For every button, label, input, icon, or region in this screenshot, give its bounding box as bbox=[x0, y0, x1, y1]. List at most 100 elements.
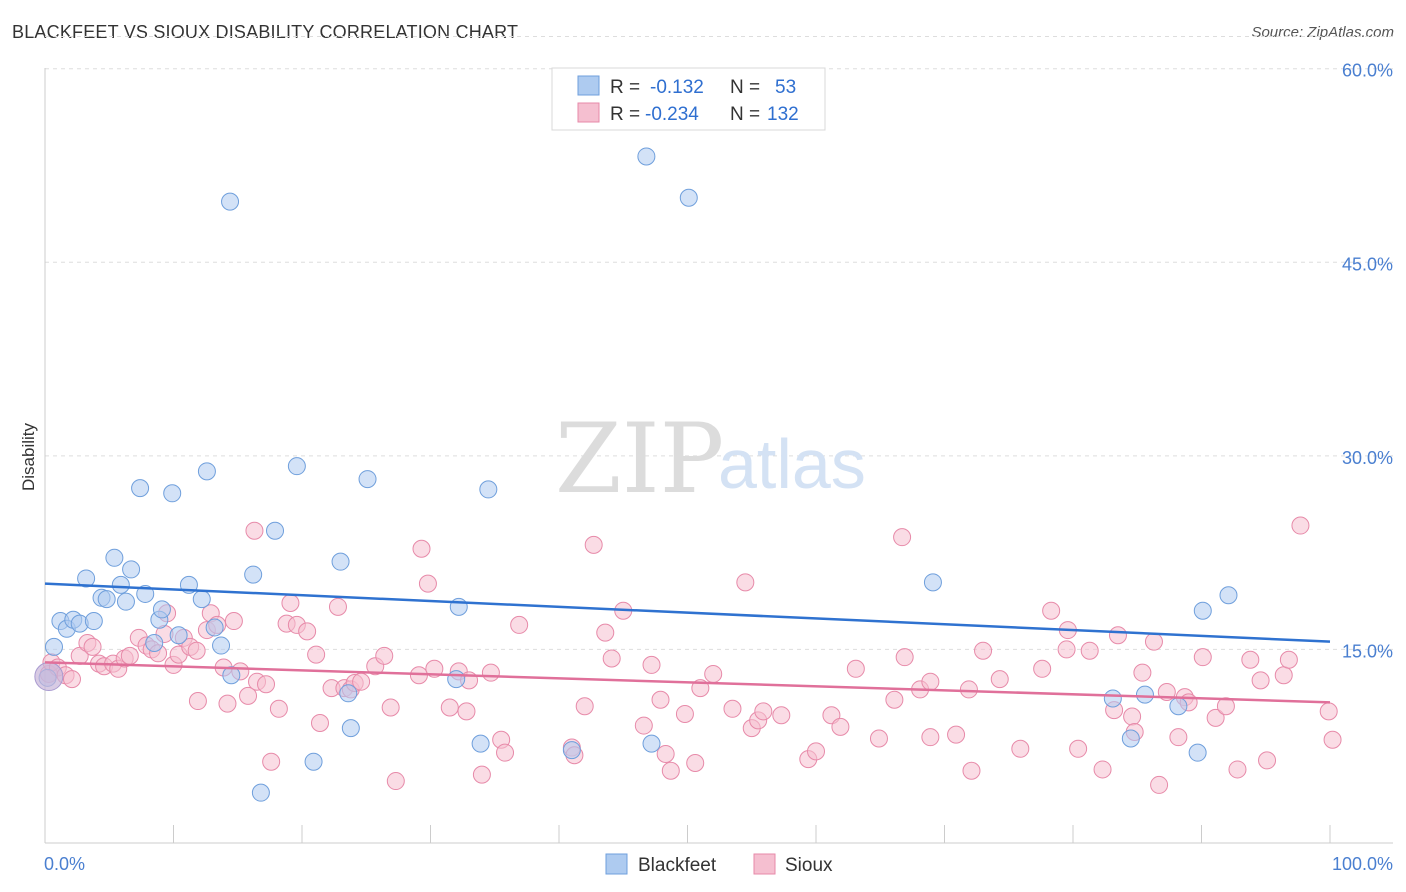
sioux-point bbox=[575, 697, 594, 716]
legend-sioux-swatch bbox=[753, 853, 776, 875]
sioux-point bbox=[704, 664, 723, 683]
sioux-points bbox=[39, 516, 1342, 794]
sioux-point bbox=[1206, 708, 1225, 727]
blackfeet-point bbox=[131, 479, 150, 498]
blackfeet-point bbox=[105, 548, 124, 567]
blackfeet-points bbox=[34, 147, 1238, 802]
blackfeet-point bbox=[136, 584, 155, 603]
sioux-point bbox=[596, 623, 615, 642]
sioux-r-value: -0.234 bbox=[645, 104, 699, 125]
sioux-point bbox=[656, 744, 675, 763]
sioux-point bbox=[188, 692, 207, 711]
blackfeet-n-label: N = bbox=[730, 77, 760, 98]
sioux-point bbox=[1069, 739, 1088, 758]
sioux-point bbox=[262, 752, 281, 771]
sioux-point bbox=[1216, 697, 1235, 716]
chart-title: BLACKFEET VS SIOUX DISABILITY CORRELATIO… bbox=[12, 22, 519, 42]
legend-blackfeet-swatch bbox=[605, 853, 628, 875]
sioux-point bbox=[661, 761, 680, 780]
sioux-point bbox=[412, 539, 431, 558]
sioux-point bbox=[869, 729, 888, 748]
sioux-point bbox=[269, 699, 288, 718]
sioux-point bbox=[831, 717, 850, 736]
sioux-point bbox=[807, 742, 825, 761]
sioux-point bbox=[224, 612, 243, 631]
sioux-point bbox=[1150, 775, 1169, 794]
blackfeet-point bbox=[642, 734, 661, 753]
sioux-point bbox=[1033, 659, 1052, 678]
sioux-point bbox=[298, 622, 317, 641]
watermark-zip: ZIP bbox=[555, 403, 724, 515]
sioux-point bbox=[281, 593, 300, 612]
sioux-point bbox=[457, 702, 476, 721]
sioux-point bbox=[1108, 626, 1127, 645]
blackfeet-point bbox=[1188, 743, 1207, 762]
y-axis-title: Disability bbox=[19, 422, 38, 491]
x-tick-label-right: 100.0% bbox=[1332, 854, 1393, 874]
sioux-point bbox=[947, 725, 966, 744]
sioux-point bbox=[962, 761, 981, 780]
sioux-point bbox=[642, 655, 661, 674]
blackfeet-n-value: 53 bbox=[775, 77, 796, 98]
blackfeet-point bbox=[221, 192, 240, 211]
legend-blackfeet-label: Blackfeet bbox=[638, 855, 717, 876]
sioux-point bbox=[1144, 632, 1163, 651]
sioux-point bbox=[1169, 728, 1188, 747]
axes bbox=[44, 68, 1393, 844]
sioux-point bbox=[1291, 516, 1310, 535]
sioux-point bbox=[921, 728, 940, 747]
sioux-point bbox=[921, 672, 940, 691]
blackfeet-point bbox=[1169, 697, 1188, 716]
sioux-point bbox=[218, 694, 237, 713]
blackfeet-point bbox=[304, 752, 323, 771]
sioux-point bbox=[675, 704, 694, 723]
blackfeet-r-label: R = bbox=[610, 77, 640, 98]
sioux-point bbox=[959, 680, 978, 699]
sioux-point bbox=[307, 645, 326, 664]
blackfeet-point bbox=[331, 552, 350, 571]
blackfeet-point bbox=[287, 457, 306, 476]
sioux-trend-line bbox=[44, 661, 1331, 704]
blackfeet-swatch bbox=[577, 75, 600, 96]
sioux-point bbox=[496, 743, 515, 762]
blackfeet-point bbox=[1121, 729, 1140, 748]
sioux-point bbox=[120, 646, 139, 665]
sioux-point bbox=[440, 698, 459, 717]
sioux-point bbox=[602, 649, 621, 668]
blackfeet-point bbox=[339, 684, 358, 703]
blackfeet-point bbox=[471, 734, 490, 753]
blackfeet-point bbox=[679, 188, 698, 207]
blackfeet-point bbox=[1103, 689, 1122, 708]
blackfeet-point bbox=[479, 480, 498, 499]
sioux-point bbox=[1251, 671, 1270, 690]
blackfeet-point bbox=[1219, 586, 1238, 605]
sioux-point bbox=[1323, 730, 1342, 749]
x-tick-label-left: 0.0% bbox=[44, 854, 85, 874]
blackfeet-point bbox=[145, 633, 164, 652]
sioux-point bbox=[1011, 739, 1030, 758]
y-tick-label: 45.0% bbox=[1342, 254, 1393, 274]
sioux-point bbox=[472, 765, 491, 784]
sioux-point bbox=[846, 659, 865, 678]
blackfeet-point bbox=[341, 719, 360, 738]
sioux-n-label: N = bbox=[730, 104, 760, 125]
y-tick-label: 15.0% bbox=[1342, 641, 1393, 661]
y-tick-labels: 15.0% 30.0% 45.0% 60.0% bbox=[1342, 61, 1393, 662]
sioux-point bbox=[510, 615, 529, 634]
sioux-point bbox=[375, 646, 394, 665]
blackfeet-point bbox=[111, 575, 130, 594]
sioux-point bbox=[257, 675, 276, 694]
sioux-n-value: 132 bbox=[767, 104, 799, 125]
sioux-point bbox=[187, 641, 206, 660]
blackfeet-point bbox=[77, 569, 96, 588]
blackfeet-point bbox=[163, 484, 182, 503]
sioux-point bbox=[1319, 702, 1338, 721]
sioux-point bbox=[1228, 760, 1247, 779]
y-tick-label: 60.0% bbox=[1342, 61, 1393, 81]
blackfeet-point bbox=[205, 618, 224, 637]
blackfeet-r-value: -0.132 bbox=[650, 77, 704, 98]
sioux-point bbox=[1042, 601, 1061, 620]
sioux-point bbox=[418, 574, 437, 593]
sioux-point bbox=[893, 528, 912, 547]
sioux-point bbox=[772, 706, 791, 725]
